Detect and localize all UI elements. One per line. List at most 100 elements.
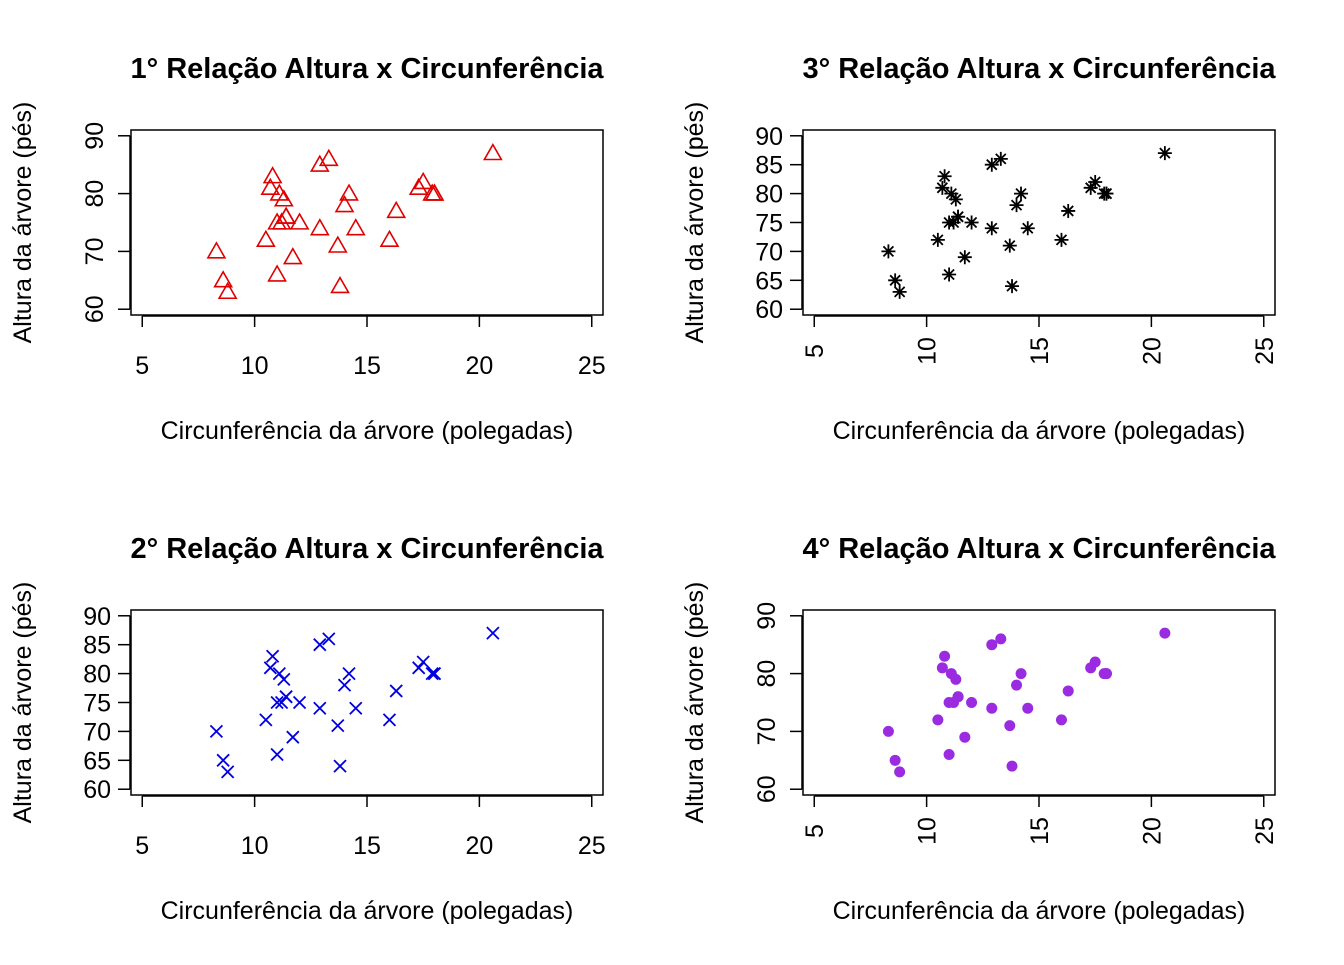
data-point: [386, 200, 407, 219]
data-point: [1009, 198, 1024, 213]
data-point: [206, 241, 227, 259]
data-point: [279, 690, 293, 704]
y-tick-label: 85: [83, 632, 111, 660]
data-point: [1005, 279, 1020, 294]
data-point: [894, 766, 906, 778]
x-tick-label: 25: [1251, 337, 1279, 365]
data-point: [984, 221, 999, 236]
data-point: [277, 672, 291, 687]
y-axis-label: Altura da árvore (pés): [9, 102, 37, 344]
y-tick-label: 75: [755, 210, 783, 238]
data-point: [948, 192, 963, 207]
data-point: [382, 713, 397, 727]
y-axis-label: Altura da árvore (pés): [681, 582, 709, 824]
x-tick-label: 5: [135, 352, 149, 380]
x-axis-label: Circunferência da árvore (polegadas): [833, 417, 1246, 445]
data-point: [330, 275, 350, 294]
data-point: [995, 633, 1007, 645]
data-point: [932, 714, 944, 726]
y-tick-label: 60: [81, 295, 109, 323]
data-point: [349, 701, 363, 715]
x-tick-label: 10: [241, 832, 269, 860]
data-point: [937, 169, 952, 184]
data-point: [482, 143, 503, 161]
data-point: [1062, 685, 1074, 697]
x-tick-label: 20: [465, 352, 493, 380]
y-tick-label: 80: [81, 180, 109, 208]
data-point: [260, 177, 281, 195]
data-point: [1002, 238, 1017, 253]
data-point: [424, 183, 445, 201]
data-point: [262, 166, 283, 184]
data-point: [882, 725, 894, 737]
data-point: [334, 195, 355, 213]
data-point: [333, 759, 347, 773]
plot-frame: [802, 129, 1276, 316]
data-point: [265, 649, 280, 663]
data-point: [274, 695, 289, 710]
x-tick-label: 20: [1138, 817, 1166, 845]
chart-title: 4° Relação Altura x Circunferência: [802, 533, 1276, 565]
data-point: [412, 661, 426, 675]
data-point: [209, 724, 224, 739]
data-point: [1020, 221, 1035, 236]
y-tick-label: 90: [83, 603, 111, 631]
data-point: [935, 180, 950, 195]
x-tick-label: 10: [241, 352, 269, 380]
y-tick-label: 60: [753, 775, 781, 803]
y-tick-label: 90: [81, 122, 109, 150]
x-axis-label: Circunferência da árvore (polegadas): [833, 897, 1246, 925]
x-tick-label: 5: [801, 824, 829, 838]
scatter-panel-4: 4° Relação Altura x Circunferência Circun…: [681, 533, 1279, 925]
data-point: [270, 695, 284, 710]
x-tick-label: 10: [914, 337, 942, 365]
y-tick-label: 60: [83, 776, 111, 804]
x-tick-label: 15: [353, 832, 381, 860]
y-tick-label: 70: [81, 238, 109, 266]
data-point: [331, 718, 345, 733]
y-axis-label: Altura da árvore (pés): [681, 102, 709, 344]
data-point: [1157, 146, 1172, 161]
x-tick-label: 25: [1251, 817, 1279, 845]
data-point: [259, 713, 273, 727]
y-tick-label: 80: [755, 181, 783, 209]
data-point: [1088, 175, 1103, 190]
x-axis-label: Circunferência da árvore (polegadas): [161, 417, 574, 445]
data-point: [889, 754, 901, 766]
y-tick-label: 85: [755, 152, 783, 180]
y-tick-label: 70: [83, 718, 111, 746]
data-point: [984, 157, 999, 172]
y-tick-label: 80: [753, 660, 781, 688]
data-point: [964, 215, 979, 230]
data-point: [216, 753, 230, 767]
y-axis-label: Altura da árvore (pés): [9, 582, 37, 824]
x-tick-label: 15: [1026, 817, 1054, 845]
x-tick-label: 15: [353, 352, 381, 380]
data-point: [943, 749, 955, 761]
data-point: [286, 730, 300, 744]
data-point: [263, 661, 277, 675]
data-point: [952, 691, 964, 703]
y-tick-label: 70: [753, 718, 781, 746]
data-point: [337, 678, 352, 692]
data-point: [416, 655, 430, 669]
x-tick-label: 5: [801, 344, 829, 358]
data-point: [942, 267, 957, 282]
data-point: [1055, 714, 1067, 726]
data-point: [486, 626, 500, 640]
x-tick-label: 20: [465, 832, 493, 860]
data-point: [379, 229, 400, 248]
data-point: [413, 171, 434, 190]
x-tick-label: 15: [1026, 337, 1054, 365]
data-point: [950, 673, 962, 685]
data-point: [271, 212, 292, 230]
data-point: [892, 284, 907, 299]
x-tick-label: 25: [578, 832, 606, 860]
x-tick-label: 10: [914, 817, 942, 845]
chart-title: 3° Relação Altura x Circunferência: [802, 53, 1276, 85]
data-point: [1022, 702, 1034, 714]
data-point: [217, 281, 238, 300]
data-point: [1099, 186, 1114, 201]
data-point: [1061, 203, 1076, 218]
